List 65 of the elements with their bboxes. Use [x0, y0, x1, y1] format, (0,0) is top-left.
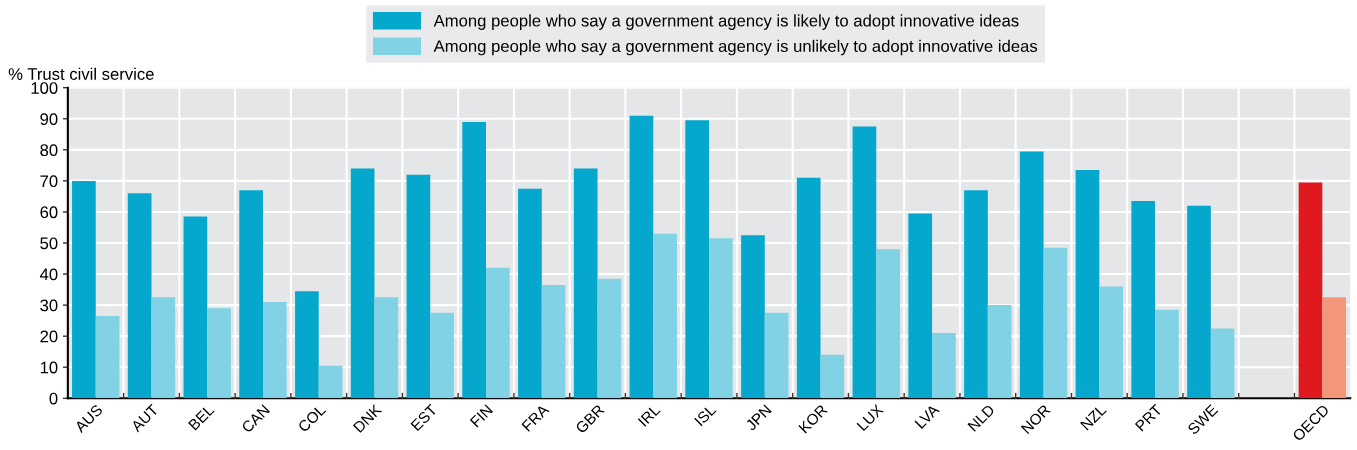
y-tick-label: 60	[40, 206, 58, 219]
bar	[239, 190, 263, 399]
bar	[518, 188, 542, 399]
bar	[350, 168, 375, 399]
bar	[207, 308, 231, 399]
bar	[1322, 297, 1347, 399]
bar	[709, 238, 733, 399]
legend-label: Among people who say a government agency is likely to adopt innovative ideas	[433, 14, 1019, 30]
x-tick-label: BEL	[188, 403, 215, 431]
bar	[1155, 309, 1179, 399]
bar	[653, 233, 677, 399]
bar	[932, 333, 956, 399]
bar	[1210, 328, 1235, 399]
bar	[852, 126, 877, 399]
x-tick-label: COL	[297, 403, 327, 433]
bar	[541, 284, 566, 399]
y-tick-label: 10	[40, 361, 58, 374]
bar	[741, 235, 765, 399]
bar	[876, 249, 900, 399]
x-tick-label: IRL	[637, 403, 661, 427]
y-tick-label: 30	[40, 299, 58, 312]
bar	[295, 291, 319, 399]
bar	[127, 193, 152, 399]
y-tick-label: 90	[40, 113, 58, 125]
bar	[1099, 286, 1124, 399]
bar	[462, 121, 487, 399]
x-tick-label: LVA	[914, 403, 940, 429]
y-axis-title: % Trust civil service	[8, 67, 154, 80]
y-tick-label: 0	[49, 392, 58, 405]
bar	[318, 365, 343, 399]
legend-label: Among people who say a government agency is unlikely to adopt innovative ideas	[433, 39, 1038, 56]
bar	[796, 177, 821, 399]
bar	[908, 213, 933, 399]
bar	[1131, 201, 1156, 399]
y-tick-label: 80	[40, 144, 58, 157]
bar	[597, 278, 622, 399]
bar	[151, 297, 176, 399]
y-tick-label: 40	[39, 268, 58, 281]
bar	[573, 168, 598, 399]
bar	[406, 174, 431, 399]
bar	[1019, 151, 1044, 399]
bar	[1043, 247, 1068, 399]
y-tick-label: 100	[31, 82, 58, 94]
bar	[1075, 170, 1100, 399]
bar	[685, 120, 710, 399]
bar	[964, 190, 988, 399]
bar	[486, 267, 510, 399]
bar	[95, 315, 120, 399]
y-tick-label: 50	[40, 237, 58, 250]
bar	[1298, 182, 1323, 399]
bar	[987, 305, 1012, 399]
bar	[629, 115, 654, 399]
y-tick-label: 20	[40, 330, 58, 343]
x-tick-label: ISL	[694, 403, 717, 427]
y-tick-label: 70	[40, 175, 58, 188]
bar	[374, 297, 399, 399]
bar	[72, 180, 96, 399]
bar	[820, 354, 845, 399]
bar	[430, 312, 454, 399]
bar	[764, 312, 789, 399]
x-tick-label: NZL	[1080, 403, 1107, 431]
bar	[183, 216, 208, 399]
x-tick-label: FIN	[469, 404, 493, 428]
bar	[262, 302, 287, 399]
bar	[1187, 205, 1211, 399]
